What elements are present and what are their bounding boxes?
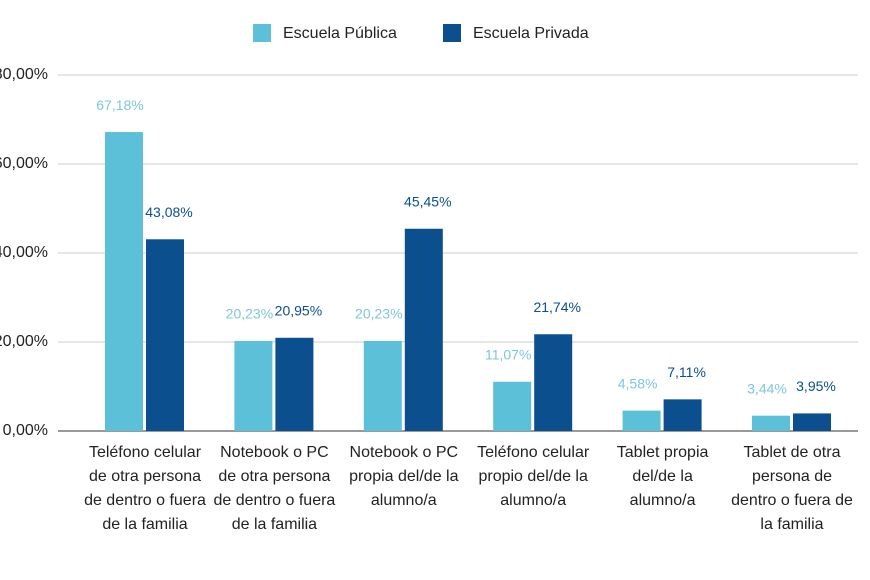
bar xyxy=(793,413,831,431)
legend-swatch xyxy=(443,24,461,42)
bar xyxy=(752,415,790,431)
x-tick-label: Notebook o PC de otra persona de dentro … xyxy=(213,444,336,533)
x-tick-label: Tablet propia del/de la alumno/a xyxy=(616,444,709,509)
legend-swatch xyxy=(253,24,271,42)
data-label: 67,18% xyxy=(96,97,143,113)
bar xyxy=(663,399,702,431)
y-tick-label: 60,00% xyxy=(0,155,48,172)
data-label: 11,07% xyxy=(485,346,531,362)
data-label: 43,08% xyxy=(145,204,192,220)
data-label: 20,23% xyxy=(226,306,273,322)
y-tick-label: 40,00% xyxy=(0,244,48,261)
bar xyxy=(493,381,532,431)
y-tick-label: 80,00% xyxy=(0,66,48,83)
data-label: 21,74% xyxy=(533,299,580,315)
x-tick-label: Teléfono celular de otra persona de dent… xyxy=(84,444,206,533)
x-tick-label: Tablet de otra persona de dentro o fuera… xyxy=(731,444,853,533)
x-tick-label: Notebook o PC propia del/de la alumno/a xyxy=(349,444,459,509)
bar xyxy=(622,410,661,431)
bar xyxy=(275,337,314,431)
data-label: 4,58% xyxy=(618,375,658,391)
data-label: 3,44% xyxy=(747,380,787,396)
bar xyxy=(234,340,273,431)
y-tick-label: 0,00% xyxy=(3,422,48,439)
y-tick-label: 20,00% xyxy=(0,333,48,350)
data-label: 20,95% xyxy=(275,302,322,318)
legend-label: Escuela Pública xyxy=(283,25,397,42)
data-label: 20,23% xyxy=(355,306,402,322)
data-label: 7,11% xyxy=(667,364,706,380)
x-tick-label: Teléfono celular propio del/de la alumno… xyxy=(477,444,590,509)
data-label: 3,95% xyxy=(796,378,836,394)
bar xyxy=(404,228,443,431)
legend-label: Escuela Privada xyxy=(473,25,589,42)
bar xyxy=(534,334,573,431)
data-label: 45,45% xyxy=(404,193,451,209)
bar xyxy=(146,239,184,431)
bar xyxy=(363,340,402,431)
bar xyxy=(105,132,143,431)
